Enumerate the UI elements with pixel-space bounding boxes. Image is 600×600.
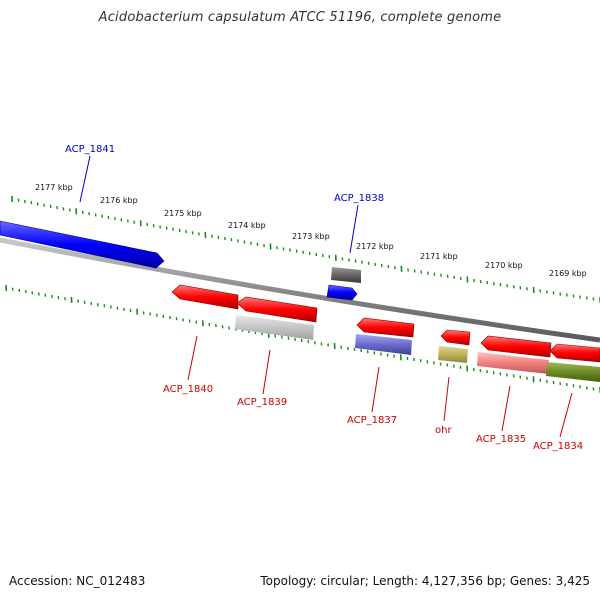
- callout-line-acp-1841: [79, 155, 91, 203]
- gene-arrow-acp-1839[interactable]: [236, 296, 318, 323]
- gene-block-acp-1838-gray[interactable]: [331, 267, 361, 283]
- gene-labels: ACP_1841 ACP_1838 ACP_1840 ACP_1839 ACP_…: [65, 144, 583, 452]
- genome-summary-text: Topology: circular; Length: 4,127,356 bp…: [260, 574, 590, 588]
- ruler-label: 2176 kbp: [100, 196, 138, 205]
- gene-arrow-acp-1837[interactable]: [356, 317, 415, 338]
- gene-block-acp-1834-olive[interactable]: [546, 362, 600, 382]
- reverse-strand-features: [171, 284, 600, 382]
- gene-label-acp-1834[interactable]: ACP_1834: [533, 441, 583, 452]
- ruler-label: 2175 kbp: [164, 209, 202, 218]
- ruler-label: 2174 kbp: [228, 221, 266, 230]
- forward-strand-features: [0, 220, 361, 301]
- ruler-labels: 2177 kbp 2176 kbp 2175 kbp 2174 kbp 2173…: [35, 183, 587, 278]
- gene-block-acp-1839-gray[interactable]: [235, 315, 314, 340]
- upper-tick-track: [11, 195, 600, 304]
- gene-arrow-acp-1840[interactable]: [171, 284, 239, 310]
- gene-block-ohr-khaki[interactable]: [438, 346, 468, 363]
- ruler-label: 2170 kbp: [485, 261, 523, 270]
- gene-label-acp-1835[interactable]: ACP_1835: [476, 434, 526, 445]
- callout-line-acp-1837: [371, 366, 380, 413]
- callout-line-acp-1840: [187, 335, 198, 381]
- callout-line-acp-1835: [501, 385, 511, 432]
- ruler-label: 2177 kbp: [35, 183, 73, 192]
- callout-line-acp-1834: [559, 392, 573, 438]
- gene-label-ohr[interactable]: ohr: [435, 425, 452, 436]
- gene-arrow-acp-1835[interactable]: [480, 335, 552, 358]
- ruler-label: 2169 kbp: [549, 269, 587, 278]
- ruler-label: 2172 kbp: [356, 242, 394, 251]
- gene-arrow-ohr[interactable]: [440, 329, 471, 346]
- callout-line-acp-1839: [262, 349, 271, 395]
- genome-title: Acidobacterium capsulatum ATCC 51196, co…: [98, 10, 502, 25]
- lower-tick-track: [5, 284, 600, 394]
- ruler-label: 2171 kbp: [420, 252, 458, 261]
- gene-label-acp-1838[interactable]: ACP_1838: [334, 193, 384, 204]
- gene-label-acp-1840[interactable]: ACP_1840: [163, 384, 213, 395]
- gene-arrow-acp-1838[interactable]: [326, 284, 358, 301]
- callout-line-acp-1838: [349, 204, 359, 254]
- gene-arrow-acp-1834[interactable]: [549, 343, 600, 363]
- gene-block-acp-1837-purple[interactable]: [355, 334, 412, 355]
- gene-label-acp-1837[interactable]: ACP_1837: [347, 415, 397, 426]
- gene-block-acp-1835-pink[interactable]: [477, 352, 549, 374]
- callout-line-ohr: [443, 376, 450, 422]
- accession-text: Accession: NC_012483: [9, 574, 146, 588]
- gene-label-acp-1841[interactable]: ACP_1841: [65, 144, 115, 155]
- callout-lines: [79, 155, 573, 438]
- gene-label-acp-1839[interactable]: ACP_1839: [237, 397, 287, 408]
- ruler-label: 2173 kbp: [292, 232, 330, 241]
- gene-arrow-acp-1841[interactable]: [0, 220, 165, 269]
- genome-backbone: [0, 237, 600, 343]
